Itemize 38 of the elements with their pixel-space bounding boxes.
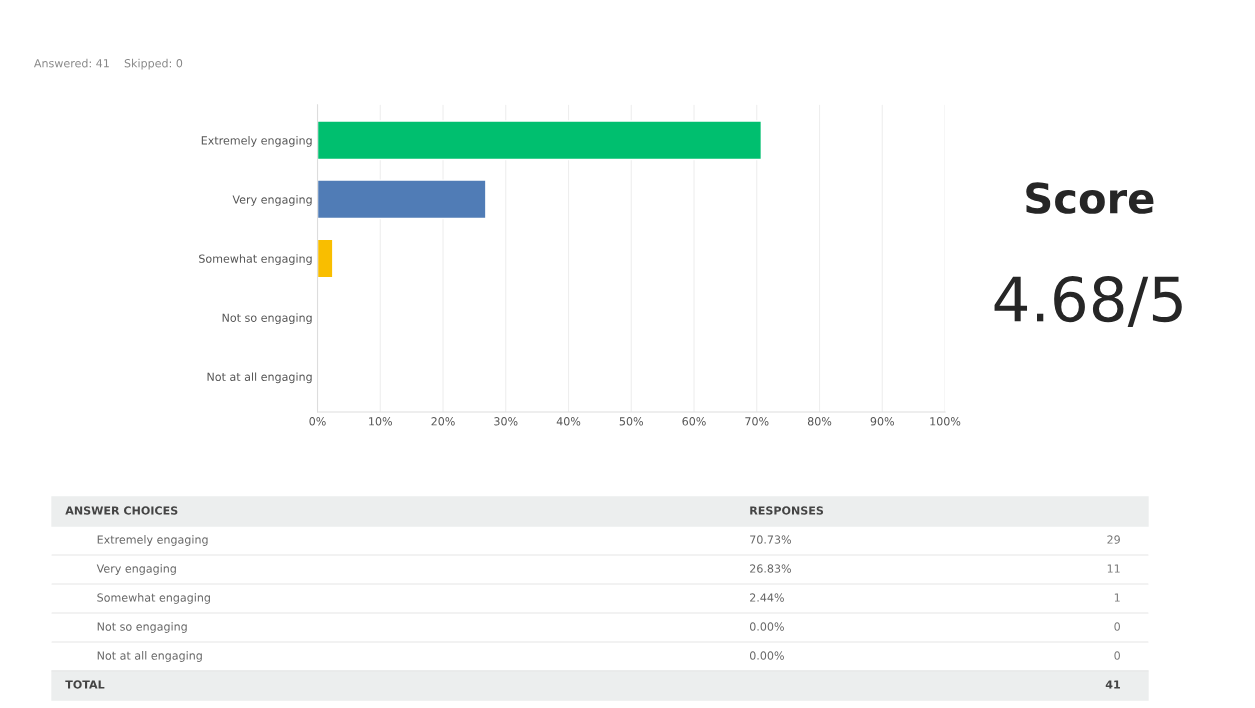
text: 41 [1105, 680, 1120, 689]
x-tick-label: 90% [870, 417, 894, 426]
text: 0 [1114, 622, 1120, 631]
category-label: Not at all engaging [97, 651, 202, 662]
text: 0.00% [749, 622, 784, 631]
text: Answered: 41 Skipped: 0 [33, 58, 183, 70]
x-tick-label: 30% [494, 417, 518, 426]
x-tick-label: 70% [745, 417, 769, 426]
text: 11 [1107, 564, 1120, 573]
text: 0.00% [749, 651, 784, 660]
y-tick-label: Somewhat engaging [199, 254, 312, 265]
x-tick-label: 0% [309, 417, 326, 426]
text: 70.73% [750, 535, 791, 544]
text: 2.44% [750, 593, 784, 602]
category-label: Not so engaging [97, 622, 187, 633]
x-tick-label: 40% [556, 417, 581, 426]
y-tick-label: Not at all engaging [207, 372, 312, 384]
text: RESPONSES [750, 506, 824, 515]
y-tick-label: Not so engaging [222, 313, 312, 325]
text: Score [1026, 182, 1154, 214]
text: ANSWER CHOICES [65, 506, 178, 515]
y-tick-label: Very engaging [232, 195, 312, 206]
x-tick-label: 60% [682, 417, 706, 426]
y-tick-label: Extremely engaging [201, 136, 312, 147]
x-tick-label: 80% [807, 417, 832, 426]
x-tick-label: 100% [930, 417, 961, 426]
text: 26.83% [750, 564, 791, 573]
text: 0 [1114, 651, 1120, 660]
category-label: Somewhat engaging [97, 593, 210, 604]
category-label: Very engaging [96, 564, 176, 575]
category-label: Extremely engaging [97, 535, 208, 546]
text: TOTAL [65, 680, 105, 689]
x-tick-label: 20% [431, 417, 455, 426]
text: 4.68/5 [994, 275, 1182, 327]
text: 29 [1107, 535, 1120, 544]
x-tick-label: 10% [369, 417, 392, 426]
x-tick-label: 50% [619, 417, 643, 426]
text: 1 [1114, 593, 1120, 602]
